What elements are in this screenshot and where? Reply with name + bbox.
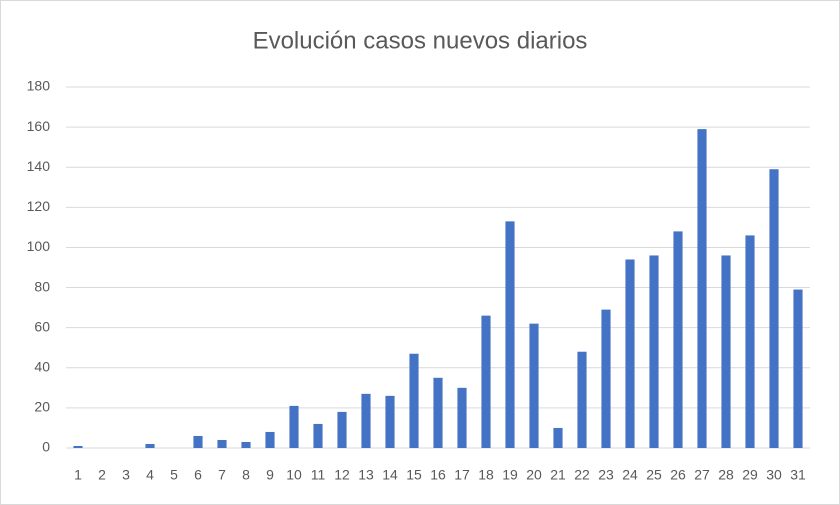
x-tick-label: 23 [598, 467, 614, 483]
x-tick-label: 20 [526, 467, 542, 483]
bar [409, 353, 419, 448]
bar [73, 445, 83, 448]
y-tick-label: 60 [34, 318, 50, 334]
x-tick-label: 30 [766, 467, 782, 483]
x-tick-label: 16 [430, 467, 446, 483]
bar [793, 289, 803, 448]
x-tick-label: 12 [334, 467, 350, 483]
bar [265, 431, 275, 448]
x-tick-label: 13 [358, 467, 374, 483]
x-tick-label: 14 [382, 467, 398, 483]
bar [745, 235, 755, 448]
x-tick-label: 15 [406, 467, 422, 483]
bar [601, 309, 611, 448]
x-tick-label: 29 [742, 467, 758, 483]
bar [433, 377, 443, 448]
x-tick-label: 22 [574, 467, 590, 483]
bar [457, 387, 467, 448]
y-tick-label: 80 [34, 278, 50, 294]
bar [217, 439, 227, 448]
bar [481, 315, 491, 448]
x-tick-label: 9 [266, 467, 274, 483]
x-tick-label: 25 [646, 467, 662, 483]
bar [625, 259, 635, 448]
x-tick-label: 5 [170, 467, 178, 483]
x-tick-label: 6 [194, 467, 202, 483]
x-tick-label: 3 [122, 467, 130, 483]
x-tick-label: 17 [454, 467, 470, 483]
y-tick-label: 40 [34, 358, 50, 374]
x-tick-label: 7 [218, 467, 226, 483]
bar [385, 395, 395, 448]
bar [193, 435, 203, 448]
y-tick-label: 20 [34, 399, 50, 415]
bar [337, 411, 347, 448]
x-tick-label: 1 [74, 467, 82, 483]
bar [529, 323, 539, 448]
bar [289, 405, 299, 448]
y-tick-label: 120 [27, 198, 51, 214]
x-tick-label: 19 [502, 467, 518, 483]
x-tick-label: 27 [694, 467, 710, 483]
bar [313, 423, 323, 448]
y-tick-label: 160 [27, 118, 51, 134]
bar [553, 427, 563, 448]
y-tick-label: 180 [27, 78, 51, 94]
bar [241, 441, 251, 448]
x-tick-label: 26 [670, 467, 686, 483]
chart-title: Evolución casos nuevos diarios [253, 27, 588, 54]
x-tick-label: 2 [98, 467, 106, 483]
bar [361, 393, 371, 448]
x-tick-label: 10 [286, 467, 302, 483]
bar [697, 129, 707, 448]
x-tick-label: 31 [790, 467, 806, 483]
x-tick-label: 4 [146, 467, 154, 483]
bar [577, 351, 587, 448]
bar [721, 255, 731, 448]
y-tick-label: 0 [42, 439, 50, 455]
bar [649, 255, 659, 448]
x-tick-label: 11 [311, 467, 326, 483]
bar [673, 231, 683, 448]
x-tick-label: 8 [242, 467, 250, 483]
x-tick-label: 24 [622, 467, 638, 483]
bar [769, 169, 779, 448]
x-tick-label: 18 [478, 467, 494, 483]
bar [145, 443, 155, 448]
y-tick-label: 100 [27, 238, 51, 254]
x-tick-label: 21 [550, 467, 566, 483]
x-tick-label: 28 [718, 467, 734, 483]
y-tick-label: 140 [27, 158, 51, 174]
bar [505, 221, 515, 448]
